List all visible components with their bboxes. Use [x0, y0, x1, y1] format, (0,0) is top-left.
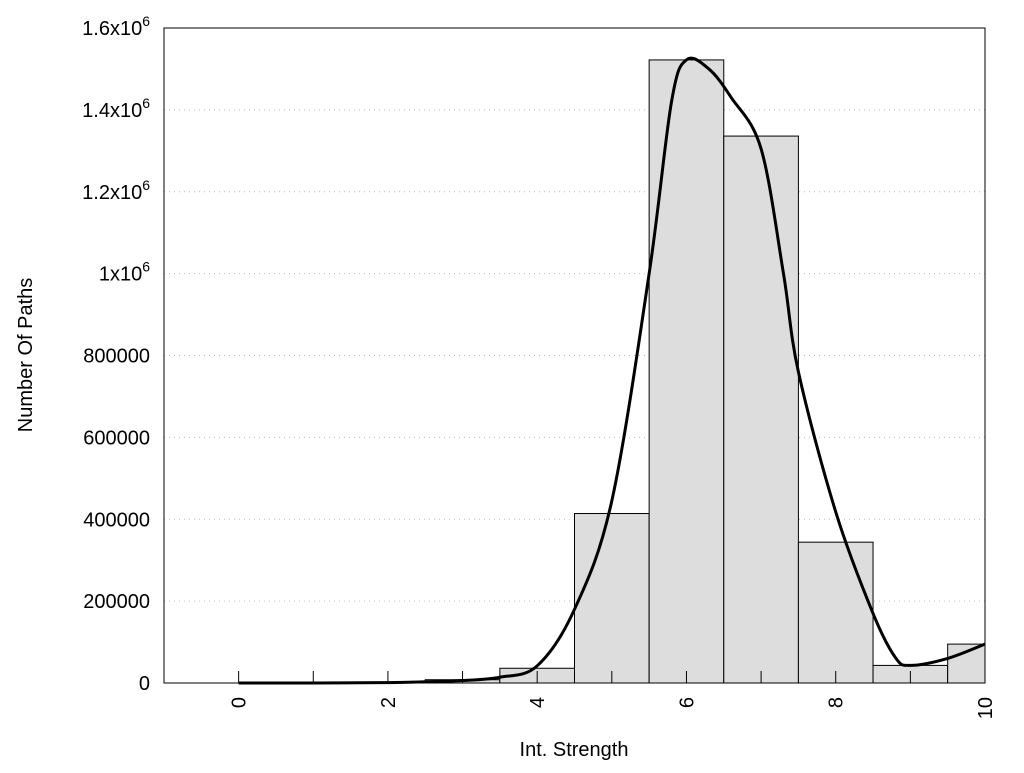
bar	[798, 542, 873, 683]
y-axis-tick-labels: 0 200000 400000 600000 800000 1x106 1.2x106 1.4…	[82, 13, 150, 695]
x-tick-label: 6	[676, 697, 698, 708]
x-tick-label: 10	[975, 697, 997, 719]
y-tick-label: 600000	[83, 427, 150, 449]
y-tick-label: 200000	[83, 591, 150, 613]
bars	[351, 60, 985, 683]
y-tick-label: 1.6x106	[82, 13, 150, 40]
y-tick-label: 1x106	[99, 259, 150, 286]
y-tick-label: 400000	[83, 509, 150, 531]
bar	[948, 644, 985, 683]
y-axis-label: Number Of Paths	[15, 278, 37, 433]
x-tick-label: 2	[378, 697, 400, 708]
y-tick-label: 1.4x106	[82, 95, 150, 122]
bar	[575, 514, 650, 683]
x-tick-label: 0	[229, 697, 251, 708]
y-tick-label: 1.2x106	[82, 177, 150, 204]
x-tick-label: 8	[826, 697, 848, 708]
x-axis-tick-labels: 0 2 4 6 8 10	[229, 697, 997, 719]
bar	[724, 136, 799, 683]
y-tick-label: 800000	[83, 346, 150, 368]
x-axis-label: Int. Strength	[520, 739, 629, 761]
bar	[649, 60, 724, 683]
x-tick-label: 4	[527, 697, 549, 708]
y-tick-label: 0	[139, 673, 150, 695]
